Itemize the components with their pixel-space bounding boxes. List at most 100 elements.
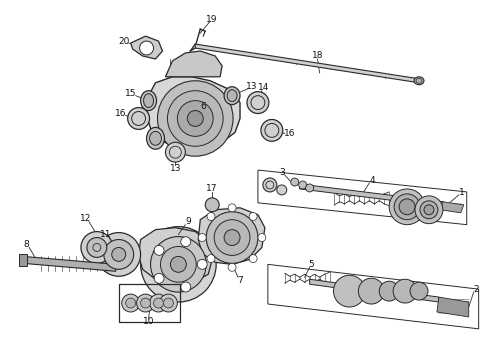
Text: 16: 16 [115, 109, 126, 118]
Circle shape [153, 298, 164, 308]
Polygon shape [440, 202, 464, 213]
Circle shape [263, 178, 277, 192]
Circle shape [137, 294, 154, 312]
Circle shape [141, 298, 150, 308]
Circle shape [166, 142, 185, 162]
Circle shape [81, 231, 113, 264]
Circle shape [128, 108, 149, 129]
Ellipse shape [147, 127, 165, 149]
Circle shape [168, 91, 223, 146]
Text: 15: 15 [125, 89, 136, 98]
Circle shape [379, 281, 399, 301]
Bar [19, 255, 27, 266]
Circle shape [141, 227, 216, 302]
Text: 18: 18 [312, 51, 323, 60]
Circle shape [249, 212, 257, 220]
Circle shape [394, 194, 420, 220]
Polygon shape [131, 36, 163, 59]
Polygon shape [139, 228, 212, 284]
Circle shape [181, 237, 191, 247]
Circle shape [306, 184, 314, 192]
Circle shape [122, 294, 140, 312]
Circle shape [291, 178, 299, 186]
Ellipse shape [224, 87, 240, 105]
Text: 4: 4 [369, 176, 375, 185]
Text: 6: 6 [200, 102, 206, 111]
Ellipse shape [414, 77, 424, 85]
Circle shape [261, 120, 283, 141]
Circle shape [149, 294, 168, 312]
Text: 10: 10 [143, 318, 154, 327]
Circle shape [334, 275, 366, 307]
Circle shape [277, 185, 287, 195]
Circle shape [198, 234, 206, 242]
Text: 19: 19 [206, 15, 218, 24]
Circle shape [249, 255, 257, 262]
Circle shape [150, 237, 206, 292]
Ellipse shape [144, 94, 153, 108]
Polygon shape [198, 208, 265, 264]
Circle shape [389, 189, 425, 225]
Circle shape [420, 201, 438, 219]
Circle shape [399, 199, 415, 215]
Circle shape [125, 298, 136, 308]
Circle shape [154, 246, 164, 255]
Circle shape [112, 247, 125, 261]
Circle shape [393, 279, 417, 303]
Circle shape [177, 100, 213, 136]
Circle shape [207, 255, 215, 262]
Polygon shape [147, 77, 240, 150]
Text: 11: 11 [100, 230, 112, 239]
Text: 16: 16 [284, 129, 295, 138]
Text: 1: 1 [459, 188, 465, 197]
Text: 2: 2 [473, 285, 479, 294]
Circle shape [228, 204, 236, 212]
Polygon shape [196, 44, 419, 83]
Circle shape [187, 111, 203, 126]
Polygon shape [300, 184, 444, 207]
Circle shape [358, 278, 384, 304]
Text: 14: 14 [258, 83, 270, 92]
Circle shape [197, 260, 207, 269]
Polygon shape [166, 51, 222, 77]
Polygon shape [437, 297, 469, 317]
Circle shape [97, 233, 141, 276]
Ellipse shape [141, 91, 156, 111]
Circle shape [299, 181, 307, 189]
Circle shape [140, 41, 153, 55]
Circle shape [161, 247, 196, 282]
Circle shape [181, 282, 191, 292]
Circle shape [415, 196, 443, 224]
Circle shape [104, 239, 134, 269]
Circle shape [164, 298, 173, 308]
Circle shape [159, 294, 177, 312]
Text: 3: 3 [279, 167, 285, 176]
Ellipse shape [227, 90, 237, 102]
Circle shape [154, 273, 164, 283]
Circle shape [224, 230, 240, 246]
Text: 13: 13 [170, 163, 181, 172]
Circle shape [410, 282, 428, 300]
Circle shape [214, 220, 250, 255]
Polygon shape [23, 256, 116, 271]
Text: 7: 7 [237, 276, 243, 285]
Circle shape [171, 256, 186, 272]
Circle shape [157, 81, 233, 156]
Polygon shape [310, 279, 439, 302]
Text: 17: 17 [206, 184, 218, 193]
Bar [119, 284, 180, 322]
Text: 9: 9 [185, 217, 191, 226]
Text: 5: 5 [309, 260, 315, 269]
Circle shape [205, 198, 219, 212]
Text: 12: 12 [80, 214, 92, 223]
Circle shape [207, 212, 215, 220]
Circle shape [258, 234, 266, 242]
Text: 20: 20 [118, 37, 129, 46]
Circle shape [247, 92, 269, 113]
Circle shape [206, 212, 258, 264]
Ellipse shape [149, 131, 162, 145]
Text: 13: 13 [246, 82, 258, 91]
Circle shape [87, 238, 107, 257]
Circle shape [424, 205, 434, 215]
Circle shape [228, 264, 236, 271]
